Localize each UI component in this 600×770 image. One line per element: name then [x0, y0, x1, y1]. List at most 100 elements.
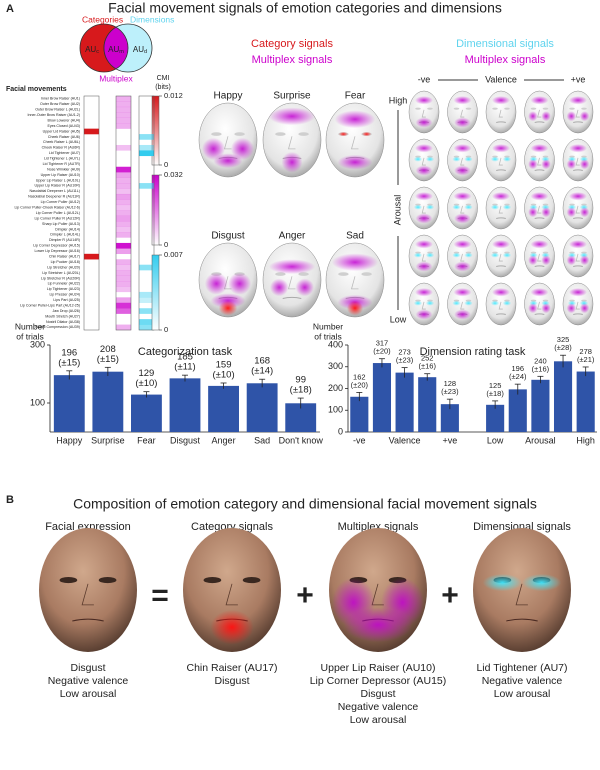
row-label: Lip Stretcher L (AU20L)	[42, 271, 80, 275]
signal-blob	[528, 207, 538, 218]
column-heading: Facial expression	[45, 521, 131, 533]
heatmap-cell	[84, 183, 99, 189]
heatmap-cell	[84, 314, 99, 320]
signal-blob	[528, 255, 538, 266]
eye	[415, 107, 421, 110]
header: Multiplex signals	[465, 54, 546, 66]
heatmap-cell	[116, 204, 131, 211]
heatmap-cell	[139, 189, 154, 195]
y-tick-label: 0	[338, 426, 343, 436]
signal-blob	[464, 300, 473, 306]
heatmap-cell	[139, 227, 154, 233]
row-label: Jaw Drop (AU26)	[52, 309, 80, 313]
heatmap-cell	[116, 117, 131, 124]
column-frame	[138, 95, 155, 331]
panel-label: B	[6, 494, 14, 506]
face	[562, 138, 594, 182]
heatmap-cell	[84, 276, 99, 282]
signal-blob	[413, 204, 423, 210]
bar	[418, 377, 437, 432]
y-axis-label: of trials	[16, 331, 43, 341]
face	[408, 138, 440, 182]
signal-blob	[452, 156, 461, 162]
signal-blob	[528, 159, 538, 170]
mouth	[534, 217, 545, 219]
heatmap-cell	[84, 248, 99, 254]
row-label: Lip Corner Puller-Cheek Raiser (AU12-6)	[14, 206, 80, 210]
x-tick-label: +ve	[442, 435, 457, 445]
row-label: Chin Raiser (AU17)	[49, 254, 80, 258]
heatmap-cell	[84, 259, 99, 265]
signal-blob	[492, 240, 510, 249]
operator: +	[296, 579, 314, 612]
heatmap-cell	[139, 123, 154, 129]
error-label: (±10)	[213, 370, 235, 381]
eye	[542, 107, 549, 110]
signal-meaning: Disgust	[360, 688, 395, 700]
bar	[486, 404, 505, 432]
au-sub: d	[144, 49, 147, 55]
heatmap-cell	[84, 178, 99, 184]
x-tick-label: -ve	[353, 435, 366, 445]
signal-blob	[415, 192, 433, 201]
au-sub: m	[119, 49, 124, 55]
heatmap-cell	[116, 254, 131, 260]
face	[473, 528, 571, 652]
row-label: Dimpler R (AU14R)	[49, 238, 80, 242]
signal-blob	[415, 213, 433, 224]
heatmap-cell	[84, 205, 99, 211]
face	[408, 186, 440, 230]
heatmap-cell	[139, 319, 154, 325]
signal-blob	[415, 117, 433, 128]
heatmap-cell	[139, 248, 154, 254]
colorbar-tick-label: 0.007	[164, 250, 183, 259]
signal-blob	[453, 240, 472, 249]
heatmap-cell	[84, 156, 99, 162]
signal-blob	[415, 261, 433, 272]
x-tick-label: Anger	[212, 435, 236, 445]
arousal-label: High	[389, 95, 408, 105]
au-base: AU	[108, 45, 119, 54]
bar	[553, 361, 573, 432]
face	[524, 282, 555, 326]
heatmap-cell	[84, 270, 99, 276]
nose	[498, 205, 503, 214]
signal-meaning: Low arousal	[350, 714, 407, 726]
nose	[575, 253, 580, 262]
signal-blob	[522, 573, 562, 592]
signal-blob	[490, 156, 500, 162]
heatmap-cell	[139, 216, 154, 222]
signal-blob	[268, 107, 316, 126]
nose	[421, 157, 426, 166]
signal-blob	[530, 240, 549, 249]
face-label: Surprise	[273, 91, 311, 102]
signal-blob	[454, 117, 471, 128]
heatmap-cell	[139, 129, 154, 135]
signal-blob	[569, 192, 587, 201]
mouth	[573, 313, 583, 315]
heatmap-cell	[139, 324, 154, 331]
eye	[234, 132, 245, 136]
heatmap-cell	[116, 237, 131, 243]
row-label: Dimpler L (AU14L)	[50, 233, 80, 237]
heatmap-cell	[84, 199, 99, 205]
face	[408, 234, 440, 278]
venn-overlap	[103, 26, 129, 70]
signal-blob	[425, 204, 435, 210]
heatmap-cell	[139, 291, 154, 298]
signal-blob	[453, 96, 472, 105]
bar	[576, 371, 595, 432]
row-label: Lips Part (AU25)	[53, 298, 80, 302]
heatmap-cell	[116, 123, 131, 129]
x-tick-label: Don't know	[279, 435, 324, 445]
row-label: Outer Brow Raiser (AU2)	[40, 102, 80, 106]
nose	[287, 276, 296, 290]
signal-blob	[566, 207, 577, 218]
face-label: Fear	[345, 91, 366, 102]
nose	[575, 205, 580, 214]
error-label: (±18)	[486, 389, 504, 398]
nose	[421, 253, 426, 262]
heatmap-cell	[139, 156, 154, 162]
heatmap-cell	[84, 325, 99, 331]
x-tick-label: Arousal	[525, 435, 556, 445]
